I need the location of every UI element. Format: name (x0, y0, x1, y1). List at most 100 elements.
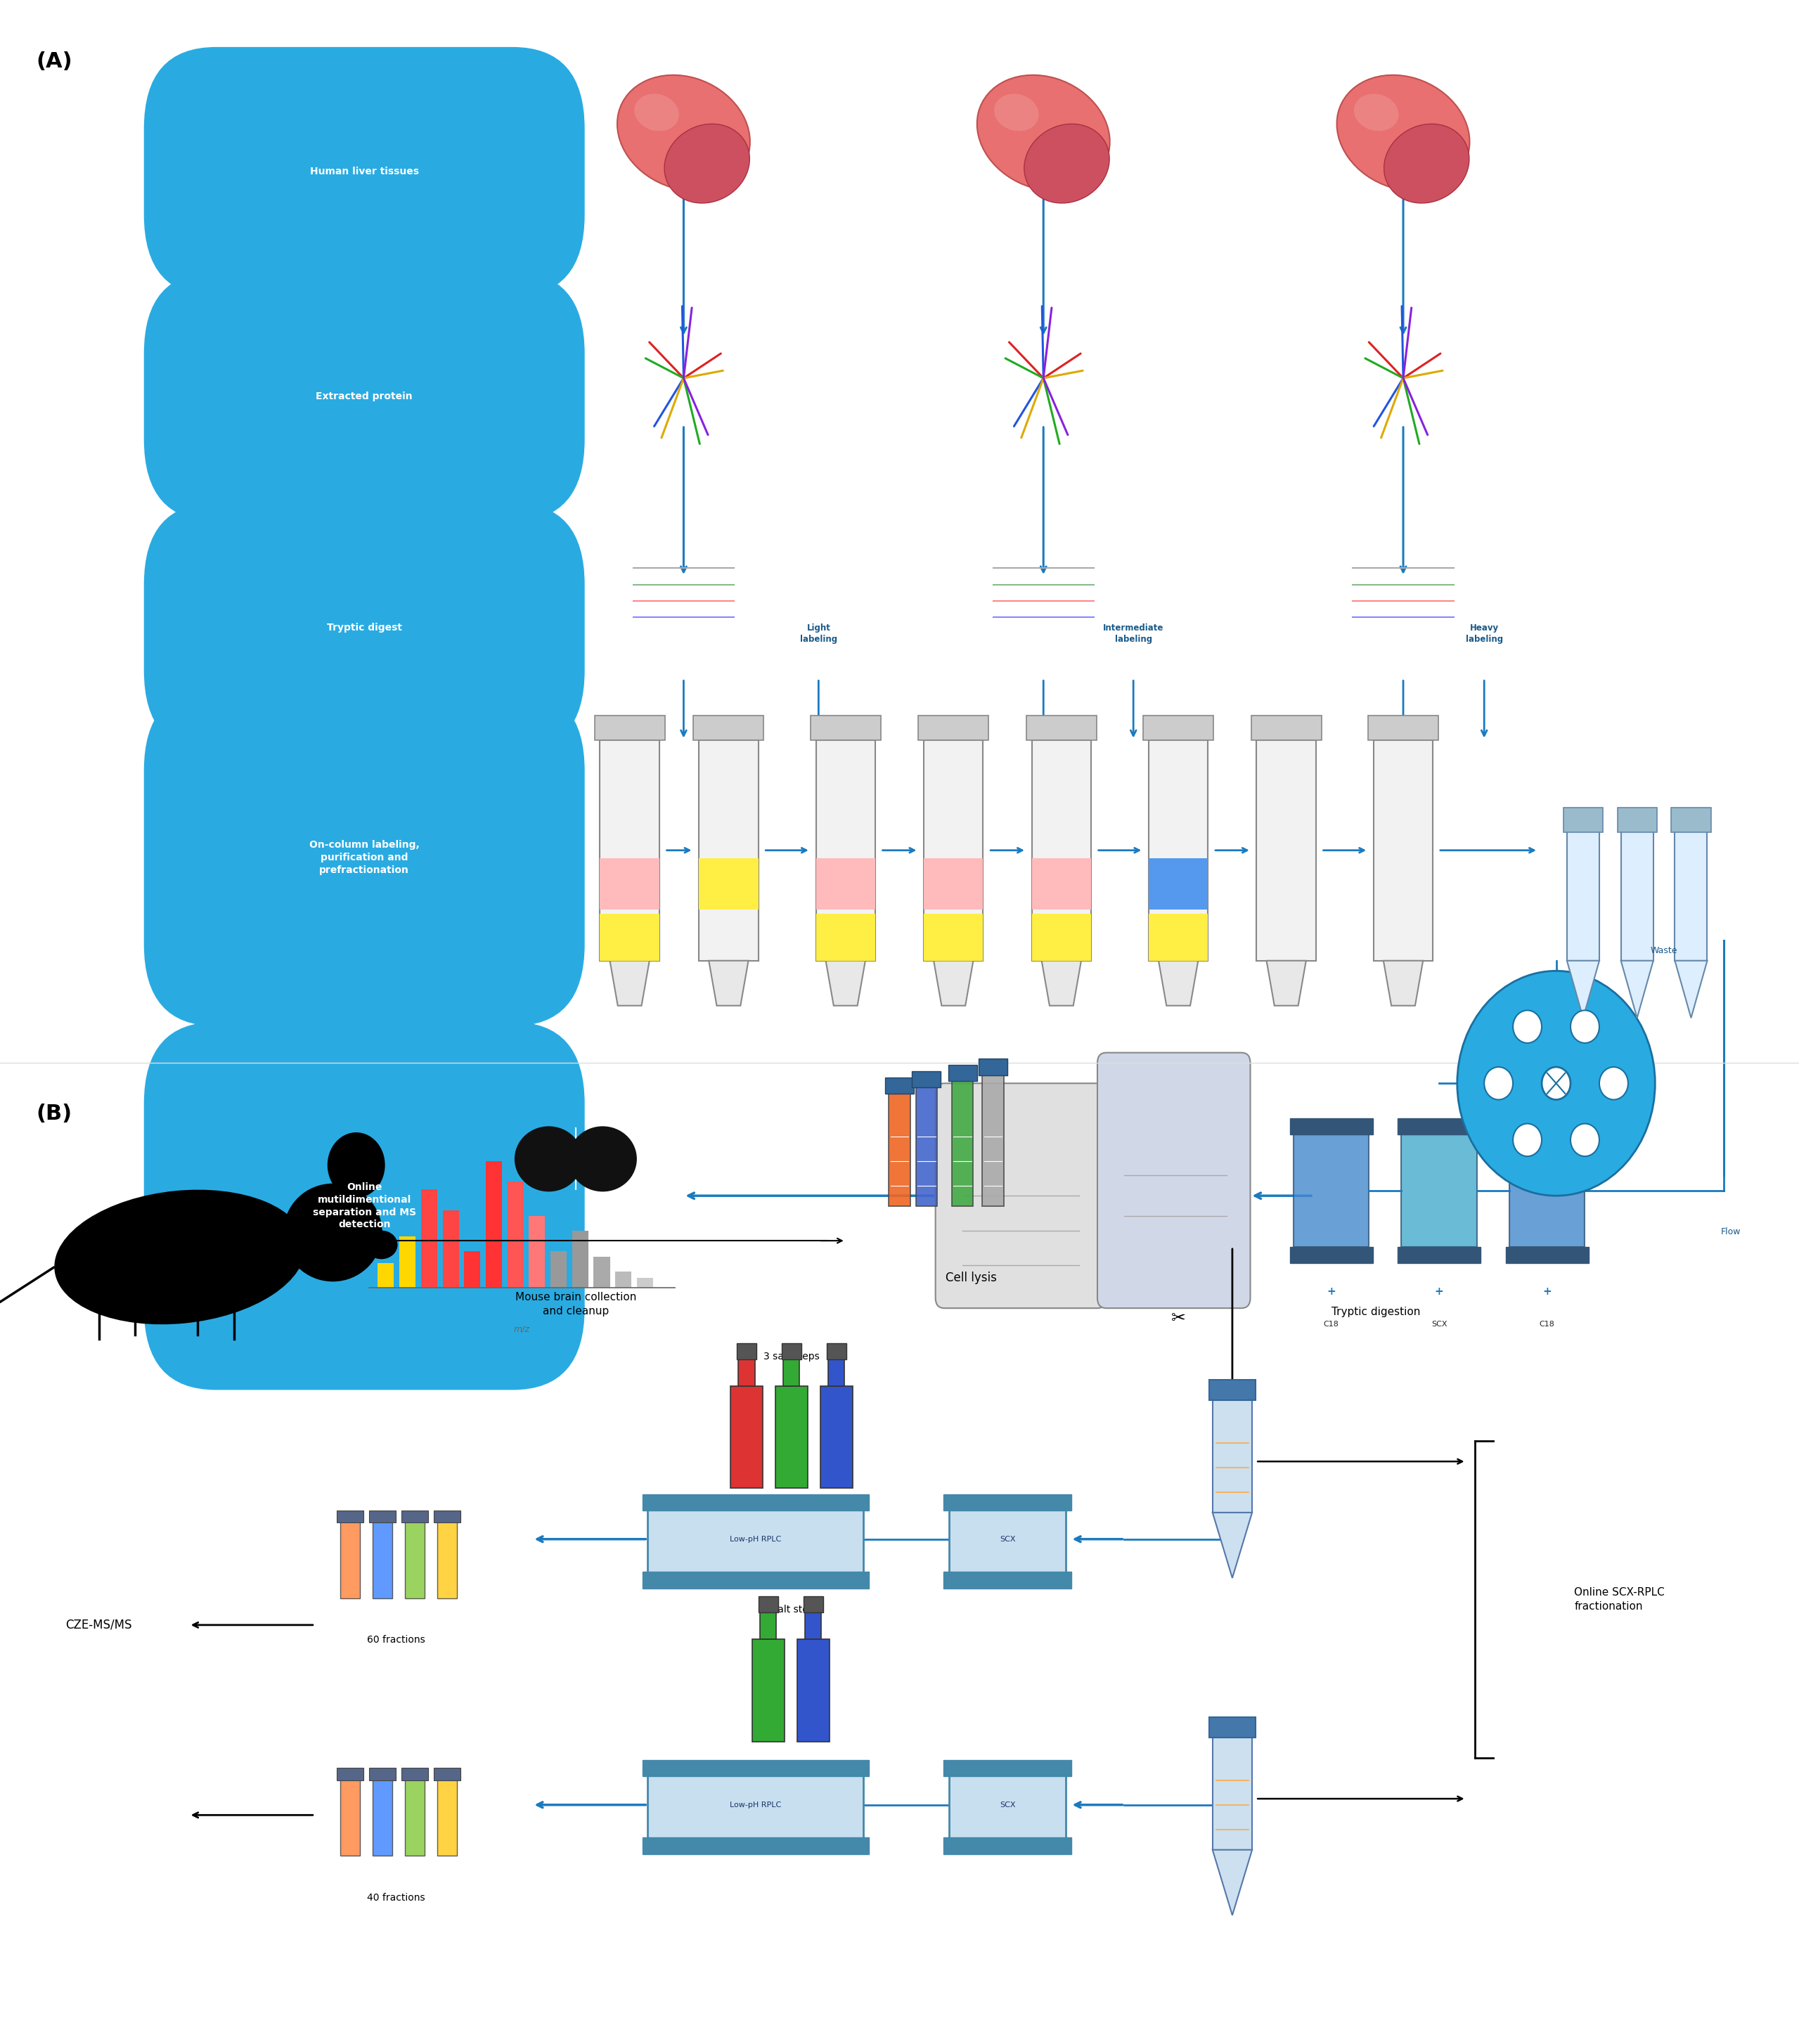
Bar (810, 715, 880, 740)
Bar (752, 1639, 784, 1741)
Text: Cell lysis: Cell lysis (946, 1271, 997, 1284)
Bar (642, 1494, 869, 1511)
Polygon shape (1213, 1513, 1252, 1578)
Bar (1258, 740, 1317, 961)
Bar (759, 1596, 779, 1613)
Text: SCX: SCX (1000, 1801, 1015, 1809)
Bar (594, 1257, 610, 1288)
Text: 40 fractions: 40 fractions (367, 1893, 425, 1903)
Bar (1025, 715, 1097, 740)
Bar (1150, 914, 1209, 961)
Bar (1290, 1118, 1373, 1134)
Bar (1506, 1118, 1589, 1134)
Bar (369, 1768, 396, 1780)
Ellipse shape (568, 1126, 637, 1192)
Ellipse shape (284, 1183, 383, 1282)
Ellipse shape (1355, 94, 1398, 131)
Bar (1209, 1717, 1256, 1737)
Bar (1506, 1247, 1589, 1263)
Bar (642, 1760, 869, 1776)
Bar (1150, 740, 1209, 961)
Text: Flow: Flow (1720, 1226, 1741, 1237)
Ellipse shape (1383, 125, 1470, 202)
Ellipse shape (515, 1126, 583, 1192)
FancyBboxPatch shape (144, 503, 585, 752)
Bar (775, 1386, 808, 1488)
Polygon shape (1383, 961, 1423, 1006)
Bar (817, 740, 874, 961)
Polygon shape (610, 961, 649, 1006)
Bar (1374, 740, 1434, 961)
Bar (889, 1094, 910, 1206)
Polygon shape (826, 961, 865, 1006)
Text: Tryptic digest: Tryptic digest (327, 623, 401, 632)
Text: (B): (B) (36, 1104, 72, 1124)
Bar (948, 1065, 977, 1081)
Bar (642, 1572, 869, 1588)
Bar (1621, 828, 1653, 961)
Text: CZE-MS/MS: CZE-MS/MS (67, 1619, 131, 1631)
Bar (437, 1521, 457, 1598)
FancyBboxPatch shape (144, 1022, 585, 1390)
Text: +: + (1328, 1286, 1335, 1298)
Polygon shape (1042, 961, 1081, 1006)
Bar (1144, 715, 1214, 740)
Ellipse shape (54, 1190, 306, 1325)
Bar (372, 1778, 392, 1856)
Bar (340, 1521, 360, 1598)
Bar (507, 1181, 524, 1288)
Text: Low-pH RPLC: Low-pH RPLC (730, 1801, 781, 1809)
Bar (761, 1611, 777, 1639)
Bar (1509, 1134, 1585, 1247)
Bar (372, 1521, 392, 1598)
Bar (944, 1760, 1072, 1776)
Bar (738, 1357, 756, 1386)
Polygon shape (1675, 961, 1707, 1018)
Bar (615, 1271, 631, 1288)
Bar (1398, 1118, 1481, 1134)
Bar (550, 1251, 567, 1288)
Bar (399, 1237, 416, 1288)
Ellipse shape (635, 94, 678, 131)
Polygon shape (1621, 961, 1653, 1018)
Bar (1033, 858, 1092, 910)
FancyBboxPatch shape (144, 47, 585, 296)
Bar (443, 1210, 459, 1288)
Ellipse shape (664, 125, 750, 202)
Bar (1398, 1247, 1481, 1263)
Bar (912, 1071, 941, 1087)
Bar (601, 740, 658, 961)
Polygon shape (1159, 961, 1198, 1006)
Polygon shape (1266, 961, 1306, 1006)
Bar (1213, 1737, 1252, 1850)
Text: Intermediate
labeling: Intermediate labeling (1103, 623, 1164, 644)
FancyBboxPatch shape (144, 689, 585, 1026)
Bar (700, 740, 759, 961)
Ellipse shape (365, 1230, 398, 1259)
Text: Mouse brain collection
and cleanup: Mouse brain collection and cleanup (515, 1292, 637, 1316)
Bar (1671, 807, 1711, 832)
Text: Extracted protein: Extracted protein (317, 392, 412, 401)
Bar (730, 1386, 763, 1488)
Polygon shape (934, 961, 973, 1006)
Bar (1290, 1247, 1373, 1263)
Bar (979, 1059, 1007, 1075)
Bar (1401, 1134, 1477, 1247)
Bar (401, 1768, 428, 1780)
Bar (1563, 807, 1603, 832)
Circle shape (1599, 1067, 1628, 1100)
Bar (944, 1494, 1072, 1511)
Bar (594, 715, 664, 740)
Text: m/z: m/z (515, 1325, 529, 1333)
Bar (572, 1230, 588, 1288)
Bar (944, 1572, 1072, 1588)
Text: (A): (A) (36, 51, 72, 72)
Circle shape (327, 1132, 385, 1198)
Circle shape (1513, 1010, 1542, 1042)
Bar (421, 1190, 437, 1288)
Bar (1617, 807, 1657, 832)
Text: Heavy
labeling: Heavy labeling (1466, 623, 1502, 644)
Bar (828, 1343, 847, 1359)
Text: SCX: SCX (1000, 1535, 1015, 1543)
Bar (950, 1766, 1065, 1844)
